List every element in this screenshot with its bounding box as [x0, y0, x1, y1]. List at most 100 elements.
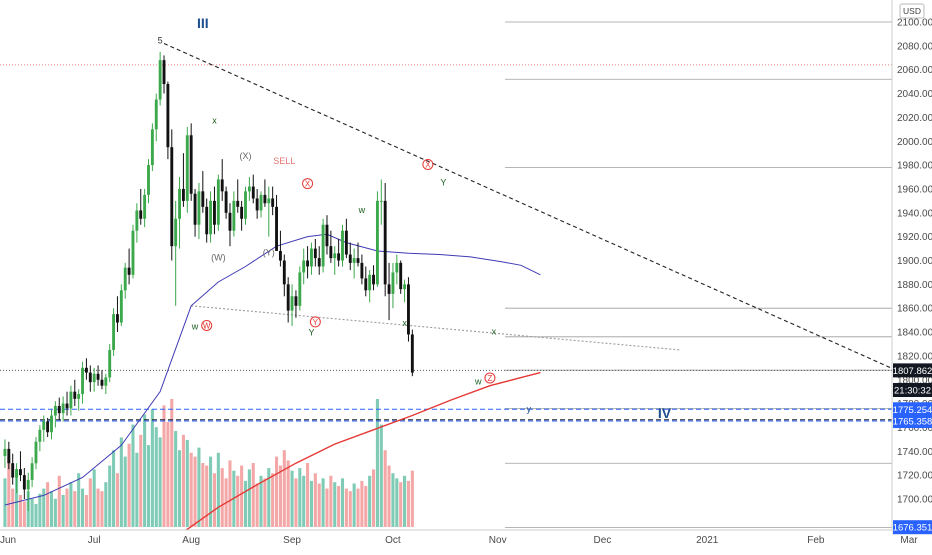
volume-bar — [395, 478, 399, 527]
volume-bar — [30, 498, 34, 527]
volume-bar — [61, 495, 65, 527]
volume-bar — [216, 452, 220, 527]
candle-body — [333, 253, 337, 259]
wave-label: W — [203, 321, 211, 330]
volume-bar — [38, 493, 42, 527]
candle-body — [267, 198, 271, 204]
volume-bar — [108, 465, 112, 527]
candle-body — [170, 147, 174, 247]
volume-bar — [53, 498, 57, 527]
price-tag — [893, 363, 932, 378]
wave-label: Y — [313, 318, 319, 327]
volume-bar — [69, 482, 73, 527]
price-tick-label: 1800.000 — [897, 375, 932, 386]
time-axis: Jun Jul Aug Sep Oct Nov Dec 2021 Feb Mar — [0, 529, 918, 550]
price-axis-panel — [892, 0, 932, 550]
volume-bar — [267, 468, 271, 527]
candle-body — [290, 296, 294, 311]
time-tick-label: Dec — [594, 535, 612, 546]
volume-bar — [73, 491, 77, 527]
candle-body — [337, 253, 341, 261]
time-tick-label: Aug — [182, 535, 200, 546]
price-tag-label: 21:30:32 — [894, 386, 931, 397]
candle-body — [399, 262, 403, 290]
volume-bar — [178, 450, 182, 527]
volume-bar — [150, 409, 154, 527]
wave-label: Y — [440, 177, 446, 187]
candle-body — [325, 224, 329, 247]
candle-body — [407, 284, 410, 335]
candle-body — [294, 296, 298, 306]
wave-label: x — [492, 326, 497, 336]
candle-body — [251, 186, 255, 199]
volume-bar — [356, 488, 360, 527]
volume-bar — [115, 473, 119, 527]
wave-label: y — [526, 404, 531, 414]
candle-body — [19, 469, 22, 476]
volume-bar — [162, 405, 166, 527]
volume-bar — [112, 450, 116, 527]
volume-bar — [344, 488, 348, 527]
trendline[interactable] — [163, 42, 894, 370]
volume-bar — [243, 480, 248, 527]
candle-body — [22, 475, 26, 490]
candle-body — [306, 260, 310, 267]
time-tick-label: Nov — [489, 535, 507, 546]
volume-bar — [372, 469, 376, 527]
currency-badge[interactable] — [899, 3, 925, 19]
volume-bar — [387, 465, 391, 527]
candle-body — [131, 230, 135, 275]
volume-bar — [286, 460, 290, 527]
candle-body — [139, 210, 143, 219]
volume-bar — [139, 434, 143, 527]
trendline[interactable] — [191, 305, 681, 351]
candle-body — [119, 290, 123, 323]
wave-label: w — [191, 322, 199, 332]
candle-body — [395, 262, 399, 273]
volume-bar — [135, 452, 139, 527]
volume-bar — [348, 491, 352, 527]
volume-bar — [22, 501, 26, 527]
price-tick-label: 1740.000 — [897, 447, 932, 458]
volume-bar — [337, 486, 341, 527]
candle-body — [50, 415, 53, 433]
candle-body — [341, 230, 344, 261]
time-tick-label: Jul — [88, 535, 101, 546]
volume-bar — [158, 437, 162, 527]
candle-body — [317, 258, 321, 267]
candle-body — [193, 193, 197, 225]
volume-bar — [220, 468, 224, 527]
volume-bar — [352, 483, 356, 527]
candle-body — [84, 367, 88, 373]
volume-bar — [104, 482, 108, 527]
price-tick-label: 1840.000 — [897, 328, 932, 339]
wave-label: x — [402, 318, 407, 328]
candle-body — [410, 334, 414, 373]
candle-body — [282, 260, 286, 285]
volume-bar — [271, 473, 275, 527]
candle-body — [150, 129, 154, 166]
volume-bar — [375, 399, 379, 527]
volume-bar — [49, 491, 54, 527]
candle-body — [220, 179, 224, 192]
price-tick-label: 2060.000 — [897, 65, 932, 76]
volume-bar — [228, 460, 232, 527]
candle-body — [46, 421, 50, 433]
candle-body — [158, 60, 162, 100]
wave-label: w — [358, 205, 366, 215]
volume-bar — [298, 468, 302, 527]
candle-body — [259, 194, 263, 211]
time-tick-label: 2021 — [696, 535, 719, 546]
price-tick-label: 1940.000 — [897, 208, 932, 219]
moving-averages — [4, 233, 541, 536]
candle-body — [236, 200, 240, 207]
volume-bar — [282, 450, 286, 527]
candle-body — [224, 191, 228, 213]
volume-bar — [406, 480, 410, 527]
volume-bar — [34, 503, 38, 527]
volume-bar — [197, 447, 201, 527]
volume-bar — [321, 478, 325, 527]
candle-body — [201, 191, 205, 207]
candle-body — [247, 186, 251, 192]
